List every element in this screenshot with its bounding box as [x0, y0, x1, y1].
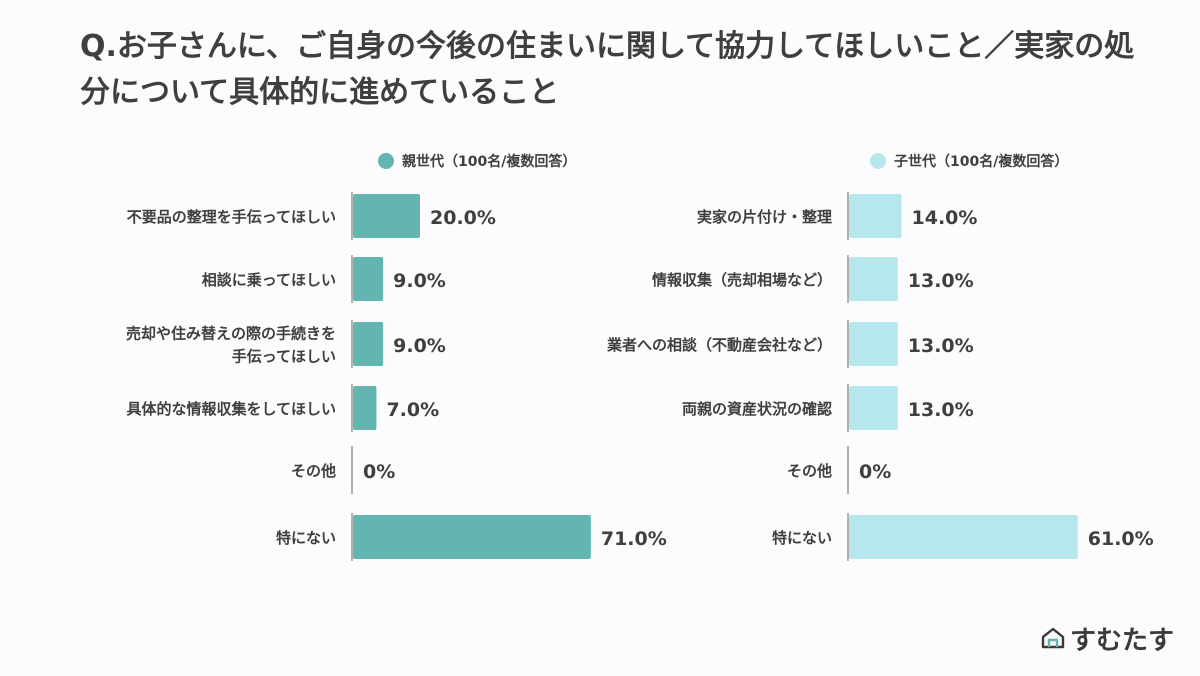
bar-parent: [353, 386, 377, 430]
parent-generation-chart: 親世代（100名/複数回答） 不要品の整理を手伝ってほしい 20.0% 相談に乗って…: [40, 148, 667, 588]
value-label-parent: 9.0%: [393, 270, 446, 292]
value-label-parent: 0%: [363, 461, 395, 483]
plot-area-parent: 不要品の整理を手伝ってほしい 20.0% 相談に乗ってほしい 9.0% 売却や住み替えの…: [40, 184, 667, 584]
category-label-child: 両親の資産状況の確認: [682, 400, 832, 418]
legend-label-child: 子世代（100名/複数回答）: [894, 154, 1069, 170]
value-label-child: 0%: [859, 461, 891, 483]
bar-child: [849, 257, 898, 301]
legend-swatch-parent: [378, 153, 394, 169]
bar-child: [849, 194, 902, 238]
bar-child: [849, 515, 1078, 559]
bar-parent: [353, 194, 420, 238]
plot-area-child: 実家の片付け・整理 14.0% 情報収集（売却相場など） 13.0% 業者への相談（不動…: [580, 184, 1154, 584]
bar-parent: [353, 515, 591, 559]
category-label-child: 業者への相談（不動産会社など）: [606, 336, 832, 354]
category-label-parent: 不要品の整理を手伝ってほしい: [127, 208, 336, 226]
brand-name: すむたす: [1070, 625, 1175, 656]
category-label-child: 特にない: [772, 529, 832, 547]
legend-parent: 親世代（100名/複数回答）: [378, 148, 576, 174]
category-label-child: 情報収集（売却相場など）: [652, 271, 832, 289]
value-label-parent: 7.0%: [386, 399, 439, 421]
value-label-parent: 71.0%: [601, 528, 667, 550]
category-label-parent: 売却や住み替えの際の手続きを: [126, 325, 336, 343]
chart-title: Q.お子さんに、ご自身の今後の住まいに関して協力してほしいこと／実家の処分につい…: [80, 29, 1135, 110]
value-label-child: 13.0%: [908, 399, 974, 421]
category-label-parent: その他: [291, 462, 336, 480]
brand-logo: すむたす: [1040, 620, 1174, 656]
value-label-child: 13.0%: [908, 270, 974, 292]
value-label-child: 61.0%: [1088, 528, 1154, 550]
bar-child: [849, 322, 898, 366]
value-label-parent: 9.0%: [393, 335, 446, 357]
value-label-parent: 20.0%: [430, 207, 496, 229]
value-label-child: 13.0%: [908, 335, 974, 357]
child-generation-chart: 子世代（100名/複数回答） 実家の片付け・整理 14.0% 情報収集（売却相場など…: [580, 148, 1154, 588]
bar-parent: [353, 322, 384, 366]
legend-child: 子世代（100名/複数回答）: [870, 148, 1068, 174]
category-label-parent: 特にない: [276, 529, 336, 547]
bar-chart-parent-svg: 不要品の整理を手伝ってほしい 20.0% 相談に乗ってほしい 9.0% 売却や住み替えの…: [126, 192, 667, 561]
bar-chart-child-svg: 実家の片付け・整理 14.0% 情報収集（売却相場など） 13.0% 業者への相談（不動…: [606, 192, 1154, 561]
bar-parent: [353, 257, 384, 301]
category-label-parent: 具体的な情報収集をしてほしい: [126, 400, 336, 418]
value-label-child: 14.0%: [912, 207, 978, 229]
legend-swatch-child: [870, 153, 886, 169]
category-label-child: 実家の片付け・整理: [697, 208, 832, 226]
house-logo-icon: [1041, 627, 1065, 649]
category-label-child: その他: [787, 462, 832, 480]
legend-label-parent: 親世代（100名/複数回答）: [402, 154, 577, 170]
category-label-parent: 手伝ってほしい: [232, 348, 336, 366]
category-label-parent: 相談に乗ってほしい: [202, 271, 336, 289]
bar-child: [849, 386, 898, 430]
